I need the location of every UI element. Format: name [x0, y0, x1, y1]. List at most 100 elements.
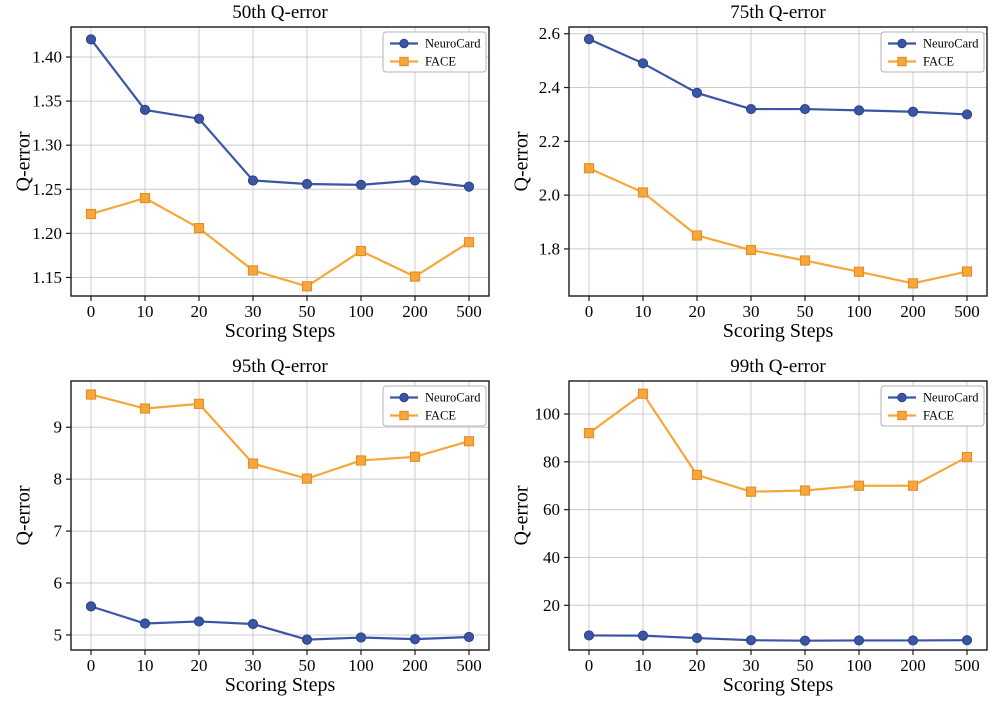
neurocard-line — [588, 634, 968, 642]
chart-canvas-75th: 0 10 20 30 50 100 200 500 1.8 2.0 2.2 2.4 2.6 NeuroCa… — [539, 24, 988, 321]
svg-text:100: 100 — [535, 404, 561, 423]
face-marker — [85, 389, 97, 400]
subplot-99th-qerror: 99th Q-error Q-error 0 10 20 30 50 100 200 500 2… — [498, 354, 996, 707]
neurocard-marker — [691, 87, 703, 99]
neurocard-marker — [799, 103, 811, 115]
face-marker — [193, 222, 205, 234]
neurocard-marker — [85, 601, 97, 612]
svg-text:100: 100 — [846, 302, 872, 321]
svg-text:1.30: 1.30 — [32, 136, 62, 155]
face-line — [90, 197, 470, 288]
legend-face-label: FACE — [425, 55, 456, 69]
face-line — [588, 392, 968, 493]
legend: NeuroCard FACE — [382, 385, 487, 427]
svg-text:200: 200 — [900, 302, 926, 321]
face-marker — [745, 244, 757, 256]
face-marker — [247, 265, 259, 276]
neurocard-marker — [853, 635, 865, 646]
face-marker — [637, 388, 649, 399]
neurocard-marker — [399, 392, 409, 403]
neurocard-marker — [583, 630, 595, 641]
y-tick-labels: 5 6 7 8 9 — [54, 418, 63, 645]
neurocard-marker — [799, 635, 811, 646]
neurocard-line — [588, 38, 968, 116]
x-axis-label: Scoring Steps — [722, 320, 834, 342]
svg-text:9: 9 — [54, 418, 63, 437]
neurocard-line — [90, 38, 470, 188]
svg-text:10: 10 — [137, 656, 154, 675]
x-tick-labels: 0 10 20 30 50 100 200 500 — [585, 656, 980, 675]
face-marker — [247, 458, 259, 469]
chart-canvas-50th: 0 10 20 30 50 100 200 5001.151.201.251.301.351.… — [32, 26, 490, 321]
neurocard-marker — [247, 175, 259, 186]
svg-text:30: 30 — [245, 656, 262, 675]
x-tick-labels: 0 10 20 30 50 100 200 500 — [87, 656, 482, 675]
neurocard-marker — [745, 103, 757, 115]
neurocard-marker — [301, 178, 313, 190]
subplot-95th-qerror: 95th Q-error Q-error 0 10 20 30 50 100 200 500 5… — [0, 354, 498, 707]
chart-title: 75th Q-error — [730, 2, 826, 23]
legend-face-label: FACE — [425, 409, 456, 423]
svg-text:200: 200 — [402, 302, 428, 321]
face-marker — [409, 271, 421, 282]
svg-text:10: 10 — [635, 302, 652, 321]
face-series — [85, 193, 475, 292]
y-tick-labels: 1.15 1.20 1.25 1.30 1.35 1.40 — [32, 47, 62, 286]
face-marker — [301, 473, 313, 484]
legend-neurocard-label: NeuroCard — [923, 391, 979, 405]
face-marker — [85, 208, 97, 220]
neurocard-marker — [907, 635, 919, 646]
svg-text:1.25: 1.25 — [32, 180, 62, 199]
plot-border — [568, 26, 988, 297]
tick-marks — [564, 413, 968, 655]
neurocard-marker — [355, 632, 367, 643]
svg-text:0: 0 — [87, 656, 96, 675]
face-marker — [799, 255, 811, 266]
neurocard-marker — [897, 392, 907, 403]
gridlines — [71, 381, 489, 650]
x-axis-label: Scoring Steps — [722, 674, 834, 696]
svg-text:100: 100 — [348, 302, 374, 321]
chart-title: 99th Q-error — [730, 356, 826, 377]
legend-face-label: FACE — [923, 55, 954, 69]
svg-text:20: 20 — [689, 302, 706, 321]
svg-text:7: 7 — [54, 522, 63, 541]
neurocard-marker — [193, 113, 205, 124]
face-marker — [637, 187, 649, 198]
neurocard-marker — [85, 34, 97, 45]
svg-text:0: 0 — [585, 656, 594, 675]
subplot-75th-qerror: 75th Q-error Q-error 0 10 20 30 50 100 200 500 1… — [498, 0, 996, 353]
svg-text:2.6: 2.6 — [539, 24, 560, 43]
tick-marks — [564, 33, 968, 301]
face-marker — [583, 163, 595, 174]
face-series — [583, 163, 973, 289]
svg-text:0: 0 — [87, 302, 96, 321]
face-marker — [853, 266, 865, 277]
svg-text:50: 50 — [299, 302, 316, 321]
neurocard-series — [583, 630, 973, 646]
legend-face-label: FACE — [923, 409, 954, 423]
legend: NeuroCard FACE — [382, 31, 487, 73]
plot-border — [70, 26, 490, 297]
svg-text:1.35: 1.35 — [32, 92, 62, 111]
tick-marks — [66, 56, 470, 301]
face-marker — [355, 245, 367, 257]
face-marker — [399, 56, 409, 67]
svg-text:100: 100 — [348, 656, 374, 675]
face-marker — [139, 193, 151, 204]
face-marker — [907, 480, 919, 491]
neurocard-marker — [637, 58, 649, 69]
face-marker — [583, 428, 595, 439]
subplot-50th-qerror: 50th Q-error Q-error 0 10 20 30 50 100 200 500 1… — [0, 0, 498, 353]
svg-text:2.4: 2.4 — [539, 78, 561, 97]
neurocard-marker — [193, 616, 205, 627]
face-marker — [463, 436, 475, 447]
neurocard-marker — [463, 631, 475, 643]
face-marker — [691, 230, 703, 241]
tick-marks — [66, 426, 470, 655]
neurocard-marker — [463, 181, 475, 192]
chart-canvas-99th: 0 10 20 30 50 100 200 500 20 40 60 80 100 NeuroCard FA… — [535, 380, 988, 675]
svg-text:6: 6 — [54, 574, 63, 593]
face-line — [90, 393, 470, 480]
svg-text:50: 50 — [797, 302, 814, 321]
